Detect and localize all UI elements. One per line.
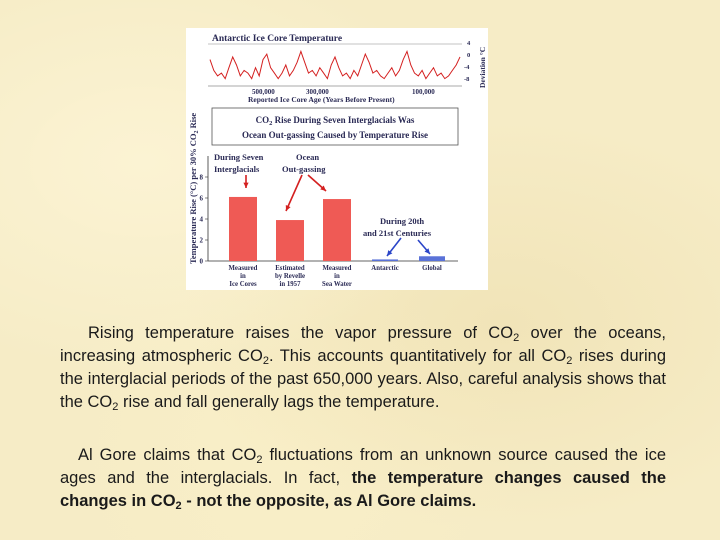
figure: Antarctic Ice Core Temperature 500,000 3… (186, 28, 488, 290)
bar-2 (276, 220, 304, 261)
figure-svg: Antarctic Ice Core Temperature 500,000 3… (188, 34, 487, 288)
caption-line-2: Ocean Out-gassing Caused by Temperature … (242, 130, 428, 140)
caption-box (211, 107, 459, 146)
bar-5 (419, 256, 445, 261)
annotation-century-1: During 20th (380, 216, 424, 226)
annotation-ocean-2: Out-gassing (282, 164, 326, 174)
bar-category-label: in 1957 (280, 281, 302, 288)
bar-category-label: in (334, 273, 340, 280)
annotation-interglacials-1: During Seven (214, 152, 264, 162)
top-panel-title: Antarctic Ice Core Temperature (212, 34, 342, 44)
top-y-axis-label: Deviation °C (478, 47, 487, 88)
temperature-series-line (209, 49, 461, 80)
bar-category-label: Antarctic (371, 265, 398, 272)
top-y-tick-2: 0 (467, 52, 470, 59)
bar-y-tick-label: 0 (200, 258, 204, 266)
bar-1 (229, 196, 257, 261)
bar-y-tick-label: 4 (200, 216, 204, 224)
top-x-axis-label: Reported Ice Core Age (Years Before Pres… (248, 95, 395, 104)
annotation-interglacials-2: Interglacials (214, 164, 260, 174)
annotation-century-2: and 21st Centuries (363, 228, 432, 238)
paragraph-1: Rising temperature raises the vapor pres… (60, 324, 667, 413)
bar-y-axis-label: Temperature Rise (°C) per 30% CO2 Rise (188, 113, 200, 264)
arrow-ocean-to-revelle-head (285, 205, 291, 211)
arrow-ocean-to-revelle (285, 174, 303, 212)
top-x-tick-2: 300,000 (306, 88, 329, 96)
arrow-antarctic-head (387, 250, 393, 256)
bar-category-label: Measured (323, 265, 352, 272)
bar-category-label: Ice Cores (229, 281, 257, 288)
top-x-tick-3: 100,000 (412, 88, 435, 96)
paragraph-2: Al Gore claims that CO2 fluctuations fro… (60, 446, 667, 512)
top-y-tick-1: 4 (467, 40, 471, 47)
annotation-ocean-1: Ocean (296, 152, 319, 162)
bar-y-tick-label: 2 (200, 237, 204, 245)
bar-category-label: Measured (229, 265, 258, 272)
bar-3 (323, 199, 351, 261)
top-y-tick-3: -4 (464, 64, 470, 71)
arrow-global-head (424, 248, 430, 254)
bar-category-label: Global (422, 265, 442, 272)
arrow-ocean-to-seawater-head (320, 185, 326, 191)
bar-category-label: Sea Water (322, 281, 352, 288)
top-x-tick-1: 500,000 (252, 88, 275, 96)
bar-y-tick-label: 8 (200, 174, 204, 182)
bar-4 (372, 259, 398, 261)
top-y-tick-4: -8 (464, 76, 470, 83)
caption-line-1: CO2 Rise During Seven Interglacials Was (256, 115, 415, 127)
bar-category-label: by Revelle (275, 273, 305, 280)
bar-y-tick-label: 6 (200, 195, 204, 203)
bar-category-label: in (240, 273, 246, 280)
arrow-interglacials-head (243, 182, 249, 188)
bar-category-label: Estimated (275, 265, 305, 272)
